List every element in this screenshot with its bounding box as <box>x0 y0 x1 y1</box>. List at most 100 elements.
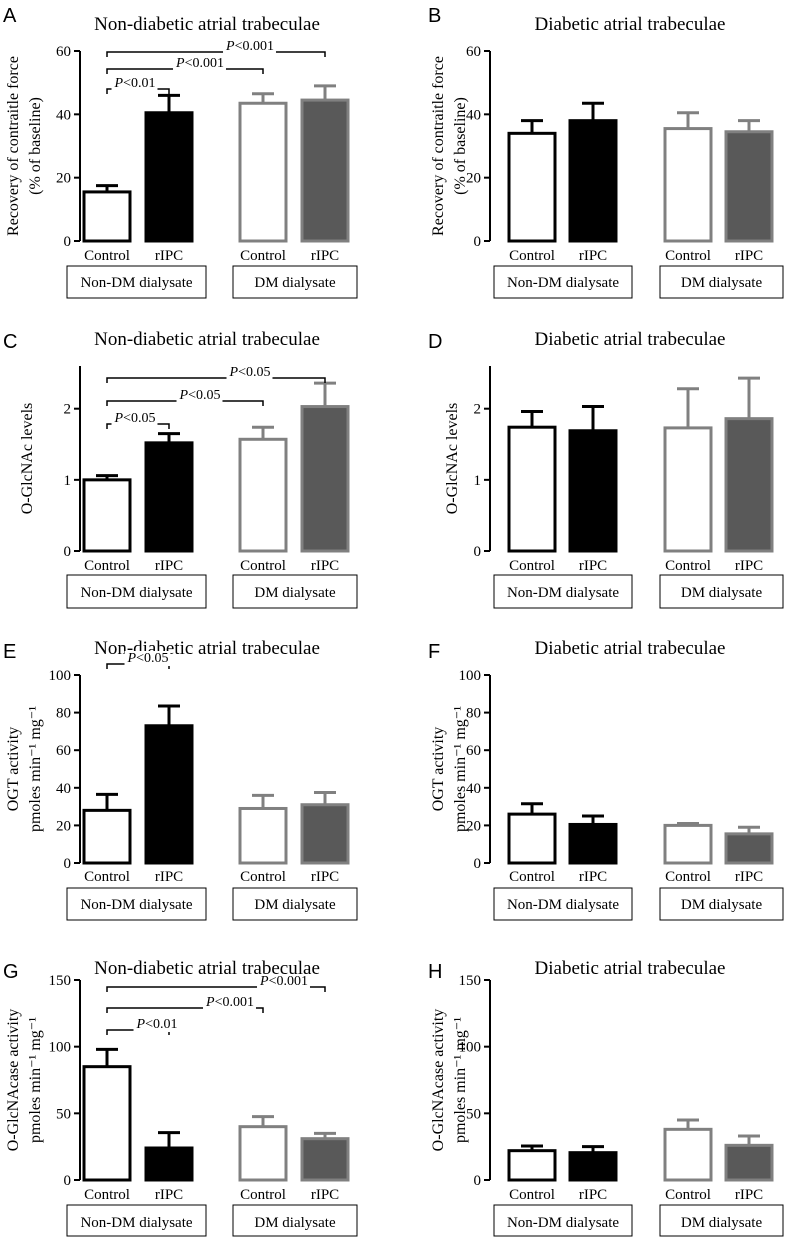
y-tick-label: 40 <box>466 781 481 797</box>
y-tick-label: 60 <box>56 743 71 759</box>
p-value-label: P<0.05 <box>229 365 271 380</box>
category-label: Control <box>84 1187 130 1203</box>
y-tick-label: 50 <box>56 1106 71 1122</box>
category-label: rIPC <box>735 558 763 574</box>
y-tick-label: 40 <box>56 107 71 123</box>
chart-title: Diabetic atrial trabeculae <box>535 958 726 979</box>
p-value: <0.05 <box>188 388 220 403</box>
bar <box>82 808 132 865</box>
y-tick-label: 0 <box>474 856 482 872</box>
category-label: rIPC <box>579 869 607 885</box>
y-tick-label: 0 <box>474 1173 482 1189</box>
y-tick-label: 20 <box>466 171 481 187</box>
category-label: Control <box>509 558 555 574</box>
bar <box>507 1149 557 1182</box>
group-label: Non-DM dialysate <box>507 585 619 601</box>
bar <box>663 823 713 865</box>
y-axis-label: OGT activity <box>5 727 22 812</box>
y-tick-label: 80 <box>466 706 481 722</box>
y-tick-label: 0 <box>64 544 72 560</box>
y-tick-label: 0 <box>64 856 72 872</box>
p-label-bg <box>226 365 273 380</box>
y-axis-label: (% of baseline) <box>27 97 44 195</box>
y-tick-label: 100 <box>459 1040 482 1056</box>
p-symbol: P <box>179 388 189 403</box>
bar <box>82 190 132 243</box>
bar <box>300 803 350 865</box>
category-label: rIPC <box>155 558 183 574</box>
p-symbol: P <box>114 411 124 426</box>
category-label: Control <box>84 869 130 885</box>
category-label: Control <box>240 558 286 574</box>
group-box <box>493 265 633 299</box>
y-axis-label: pmoles min⁻¹ mg⁻¹ <box>452 706 469 832</box>
bar <box>238 437 288 553</box>
y-tick-label: 2 <box>64 402 72 418</box>
group-label: DM dialysate <box>254 1215 336 1231</box>
category-label: rIPC <box>155 248 183 264</box>
bar <box>724 832 774 865</box>
y-tick-label: 150 <box>459 973 482 989</box>
p-value: <0.001 <box>215 995 254 1010</box>
group-box <box>493 887 633 921</box>
p-label-bg <box>223 39 276 54</box>
category-label: rIPC <box>735 1187 763 1203</box>
p-symbol: P <box>229 365 239 380</box>
p-value-label: P<0.05 <box>114 411 156 426</box>
bar <box>724 417 774 553</box>
bar <box>238 806 288 865</box>
y-tick-label: 1 <box>64 473 72 489</box>
bar <box>144 724 194 865</box>
category-label: Control <box>240 1187 286 1203</box>
p-value-label: P<0.01 <box>136 1017 178 1032</box>
category-label: Control <box>84 248 130 264</box>
bar <box>663 426 713 553</box>
p-value-label: P<0.001 <box>259 974 308 989</box>
y-tick-label: 20 <box>56 818 71 834</box>
group-label: Non-DM dialysate <box>80 897 192 913</box>
y-axis-label: O-GlcNAcase activity <box>430 1009 447 1152</box>
y-axis-label: Recovery of contraitle force <box>5 56 22 236</box>
group-label: DM dialysate <box>254 275 336 291</box>
y-tick-label: 60 <box>466 44 481 60</box>
y-tick-label: 0 <box>64 234 72 250</box>
group-label: Non-DM dialysate <box>80 1215 192 1231</box>
significance-bracket: P<0.05 <box>106 365 326 383</box>
bar <box>724 1143 774 1182</box>
category-label: rIPC <box>155 1187 183 1203</box>
panel-letter: C <box>3 331 17 353</box>
panel-letter: E <box>3 641 16 663</box>
bar <box>507 131 557 243</box>
bracket-line <box>106 51 326 57</box>
y-axis-label: pmoles min⁻¹ mg⁻¹ <box>452 1017 469 1143</box>
y-tick-label: 100 <box>49 668 72 684</box>
p-label-bg <box>133 1017 180 1032</box>
group-box <box>659 574 784 609</box>
panel-g: G Non-diabetic atrial trabeculae O-GlcNAca… <box>3 958 358 1237</box>
y-tick-label: 60 <box>466 743 481 759</box>
panel-letter: B <box>428 5 441 27</box>
group-label: Non-DM dialysate <box>507 1215 619 1231</box>
p-label-bg <box>111 411 158 426</box>
chart-title: Non-diabetic atrial trabeculae <box>94 14 320 35</box>
bar <box>568 429 618 553</box>
group-label: Non-DM dialysate <box>507 897 619 913</box>
significance-bracket: P<0.001 <box>106 974 326 992</box>
bar <box>82 1065 132 1182</box>
y-axis-label: O-GlcNAc levels <box>19 403 36 515</box>
bar <box>663 127 713 243</box>
panel-letter: A <box>3 5 17 27</box>
p-value: <0.05 <box>136 651 168 666</box>
p-label-bg <box>203 995 256 1010</box>
y-tick-label: 50 <box>466 1106 481 1122</box>
category-label: rIPC <box>311 869 339 885</box>
group-label: Non-DM dialysate <box>80 585 192 601</box>
y-tick-label: 0 <box>64 1173 72 1189</box>
p-symbol: P <box>114 76 124 91</box>
p-value: <0.001 <box>235 39 274 54</box>
significance-bracket: P<0.05 <box>106 411 170 429</box>
category-label: rIPC <box>579 1187 607 1203</box>
p-label-bg <box>257 974 310 989</box>
group-label: DM dialysate <box>681 1215 763 1231</box>
